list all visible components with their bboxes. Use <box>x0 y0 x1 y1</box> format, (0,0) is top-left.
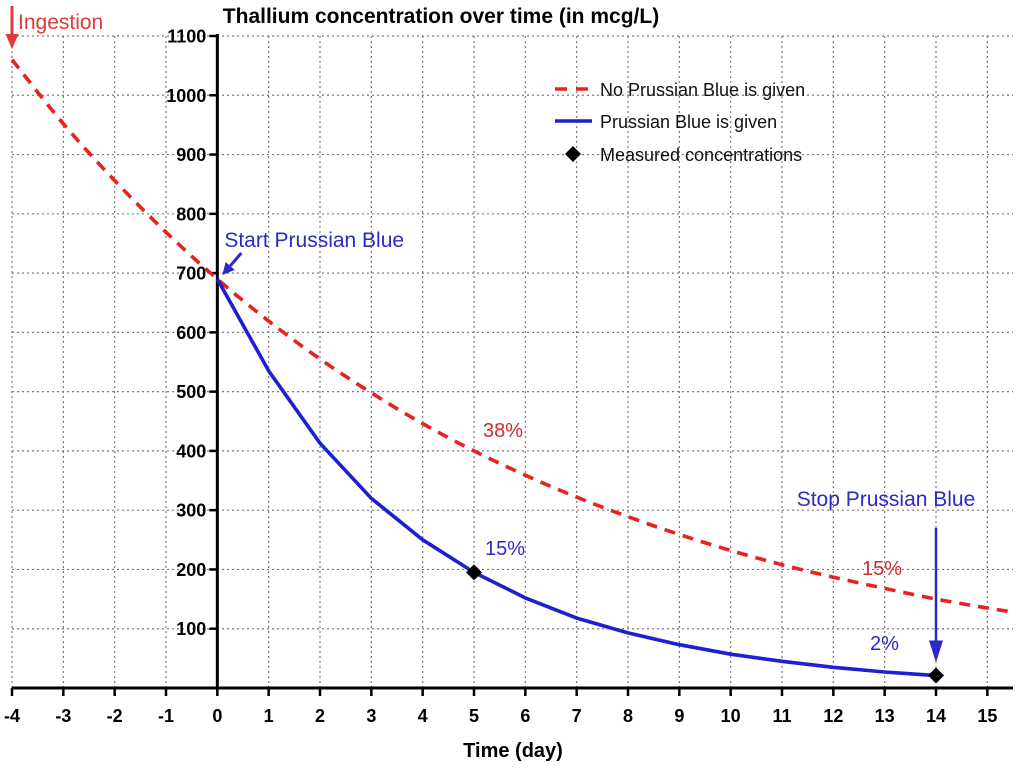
x-tick-label: 10 <box>721 706 741 726</box>
stop-prussian-blue-arrow-head <box>929 640 943 663</box>
x-tick-label: 11 <box>772 706 791 726</box>
x-tick-label: 0 <box>212 706 222 726</box>
legend: No Prussian Blue is given Prussian Blue … <box>555 80 805 165</box>
percent-label-no-pb-day5: 38% <box>483 420 523 442</box>
x-tick-label: 6 <box>520 706 530 726</box>
series-line-prussian-blue-is-given <box>215 278 937 678</box>
legend-item-measured: Measured concentrations <box>565 145 802 165</box>
y-tick-label: 900 <box>176 145 206 165</box>
x-tick-label: -4 <box>4 706 20 726</box>
start-prussian-blue-arrow-shaft <box>229 252 243 267</box>
legend-item-no-prussian-blue: No Prussian Blue is given <box>555 80 805 100</box>
tick-labels: -4 -3 -2 -1 0 1 2 3 4 5 6 7 8 9 10 11 12 13 14 151002003004… <box>4 27 997 727</box>
y-tick-label: 300 <box>176 501 206 521</box>
x-tick-label: 9 <box>674 706 684 726</box>
x-tick-label: 13 <box>875 706 895 726</box>
y-tick-label: 400 <box>176 441 206 461</box>
annotation-arrows <box>5 6 943 663</box>
measured-concentration-marker <box>928 667 944 684</box>
y-tick-label: 100 <box>176 619 206 639</box>
y-tick-label: 700 <box>176 264 206 284</box>
y-tick-label: 500 <box>176 382 206 402</box>
legend-item-prussian-blue: Prussian Blue is given <box>555 112 777 132</box>
legend-label: Measured concentrations <box>600 145 802 165</box>
x-tick-label: 8 <box>623 706 633 726</box>
stop-prussian-blue-label: Stop Prussian Blue <box>797 488 976 511</box>
x-tick-label: 14 <box>926 706 946 726</box>
percent-label-pb-day14: 2% <box>870 633 899 655</box>
annotations: Ingestion Start Prussian Blue Stop Pruss… <box>18 11 975 655</box>
y-tick-label: 200 <box>176 560 206 580</box>
percent-label-pb-day5: 15% <box>485 538 525 560</box>
series-layer <box>10 58 1014 684</box>
y-tick-label: 1100 <box>167 27 206 47</box>
legend-swatch-diamond-marker <box>565 146 581 162</box>
x-tick-label: -1 <box>158 706 174 726</box>
x-tick-label: 12 <box>823 706 843 726</box>
y-tick-label: 600 <box>176 323 206 343</box>
gridlines <box>11 35 1013 688</box>
ingestion-arrow-head <box>5 34 19 49</box>
x-tick-label: -3 <box>55 706 71 726</box>
start-prussian-blue-label: Start Prussian Blue <box>224 229 404 252</box>
x-tick-label: 15 <box>977 706 997 726</box>
series-line-no-prussian-blue-is-given <box>10 58 1014 614</box>
legend-label: No Prussian Blue is given <box>600 80 805 100</box>
ingestion-label: Ingestion <box>18 11 103 34</box>
x-tick-label: 4 <box>418 706 428 726</box>
x-axis-title: Time (day) <box>463 740 563 762</box>
axes <box>10 34 1013 696</box>
x-tick-label: 5 <box>469 706 479 726</box>
y-tick-label: 1000 <box>166 86 206 106</box>
y-tick-label: 800 <box>176 204 206 224</box>
legend-label: Prussian Blue is given <box>600 112 777 132</box>
x-tick-label: 1 <box>264 706 274 726</box>
measured-concentration-marker <box>466 564 482 581</box>
x-tick-label: -2 <box>107 706 123 726</box>
x-tick-label: 7 <box>572 706 582 726</box>
x-tick-label: 3 <box>366 706 376 726</box>
start-prussian-blue-arrow-head <box>222 262 235 276</box>
percent-label-no-pb-day14: 15% <box>862 558 902 580</box>
chart-title: Thallium concentration over time (in mcg… <box>223 5 659 28</box>
x-tick-label: 2 <box>315 706 325 726</box>
